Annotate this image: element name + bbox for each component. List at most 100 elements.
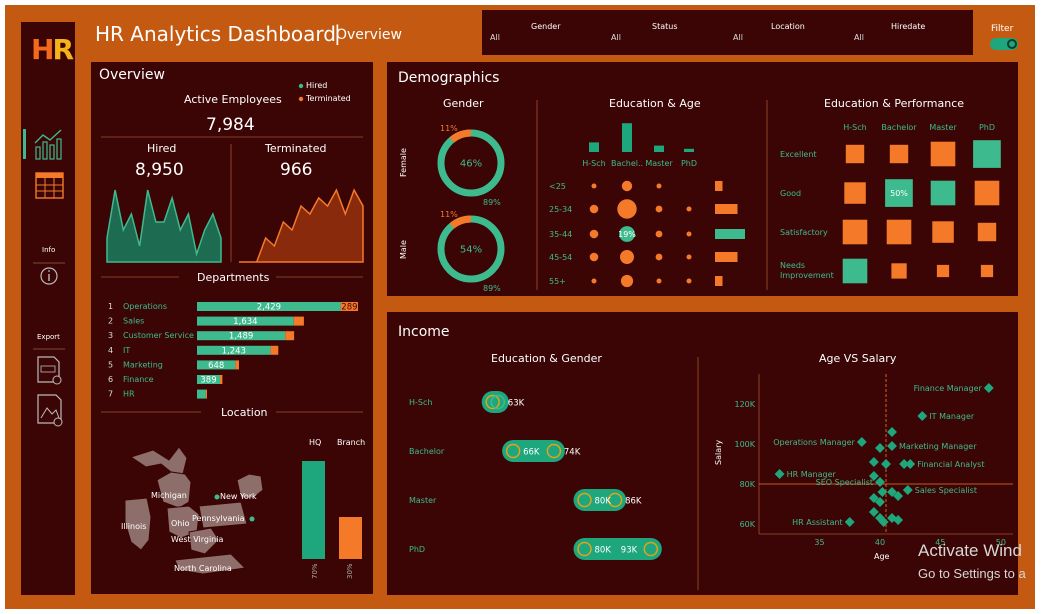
education-age-row-bar bbox=[715, 229, 745, 239]
department-rank: 6 bbox=[108, 375, 113, 384]
department-bar-terminated bbox=[293, 316, 304, 326]
education-performance-square bbox=[980, 264, 994, 278]
age-salary-x-tick: 50 bbox=[996, 538, 1006, 547]
age-salary-point bbox=[881, 459, 891, 469]
location-title: Location bbox=[221, 406, 268, 419]
education-gender-low-label: 66K bbox=[523, 448, 540, 458]
info-icon[interactable] bbox=[40, 267, 58, 285]
gender-ring-terminated-label: 11% bbox=[440, 124, 458, 133]
age-salary-y-tick: 100K bbox=[734, 440, 755, 449]
overview-charts: 1 Operations 2,429 289 2 Sales 1,634 3 Customer … bbox=[101, 136, 364, 575]
activate-windows-watermark: Activate Wind bbox=[918, 541, 1022, 560]
title-divider: | bbox=[334, 21, 341, 45]
dashboard-chart-icon[interactable] bbox=[34, 129, 62, 160]
filter-gender-select[interactable]: All bbox=[490, 33, 500, 42]
education-gender-high-marker bbox=[546, 443, 562, 459]
location-bar-chart bbox=[302, 461, 362, 559]
education-performance-row-label: Excellent bbox=[780, 150, 817, 159]
education-age-column-label: Master bbox=[645, 159, 673, 168]
education-age-row-bar bbox=[715, 181, 723, 191]
hired-value: 8,950 bbox=[135, 160, 184, 180]
demographics-panel: Demographics Gender Education & Age Educ… bbox=[387, 62, 1018, 296]
education-performance-square bbox=[930, 180, 956, 206]
department-name: Customer Service bbox=[123, 331, 194, 340]
age-salary-point bbox=[887, 427, 897, 437]
age-salary-point bbox=[917, 411, 928, 421]
education-performance-square bbox=[977, 222, 997, 242]
departments-bar-chart: 1 Operations 2,429 289 2 Sales 1,634 3 Customer … bbox=[108, 302, 358, 399]
education-age-bubble bbox=[591, 183, 597, 189]
age-salary-point bbox=[899, 459, 910, 469]
department-hired-label: 648 bbox=[208, 361, 224, 371]
department-bar-hired bbox=[197, 360, 236, 370]
info-label: Info bbox=[42, 246, 56, 254]
education-age-highlight-label: 19% bbox=[618, 230, 636, 239]
age-salary-point-label: Financial Analyst bbox=[917, 460, 984, 469]
education-gender-low-marker bbox=[505, 443, 521, 459]
income-charts: H-Sch 63K Bachelor 66K 74K Master 80K 86K PhD 80K… bbox=[409, 357, 1013, 590]
department-bar-hired bbox=[197, 389, 206, 399]
department-rank: 1 bbox=[108, 302, 113, 311]
education-age-row-label: 35-44 bbox=[549, 230, 572, 239]
terminated-label: Terminated bbox=[265, 142, 327, 155]
education-gender-low-marker bbox=[485, 394, 500, 410]
age-salary-point bbox=[902, 485, 913, 495]
education-performance-highlight-label: 50% bbox=[890, 189, 908, 198]
education-performance-square bbox=[891, 263, 907, 279]
education-performance-square bbox=[932, 221, 954, 243]
filter-toggle[interactable] bbox=[990, 38, 1018, 50]
gender-ring-center-label: 46% bbox=[460, 159, 482, 170]
department-hired-label: 1,489 bbox=[229, 332, 253, 342]
education-age-bubble bbox=[589, 229, 599, 239]
legend-hired: Hired bbox=[306, 81, 328, 90]
filter-location-select[interactable]: All bbox=[733, 33, 743, 42]
education-age-column-label: PhD bbox=[681, 159, 697, 168]
location-bar-branch bbox=[339, 517, 362, 559]
table-grid-icon[interactable] bbox=[35, 172, 64, 199]
export-image-icon[interactable] bbox=[37, 394, 63, 427]
gender-ring-terminated bbox=[449, 129, 472, 143]
age-salary-point bbox=[875, 443, 885, 453]
state-label-michigan: Michigan bbox=[151, 491, 187, 500]
location-bar-hq bbox=[302, 461, 325, 559]
department-hired-label: 1,634 bbox=[233, 317, 257, 327]
filter-toggle-label: Filter bbox=[991, 24, 1014, 34]
age-axis-label: Age bbox=[874, 552, 890, 561]
terminated-area-chart bbox=[238, 188, 364, 263]
education-age-bubble bbox=[621, 180, 633, 192]
education-age-column-label: Bachel.. bbox=[611, 159, 643, 168]
overview-title: Overview bbox=[99, 67, 165, 83]
age-salary-point bbox=[878, 517, 889, 527]
filter-location-label: Location bbox=[771, 22, 805, 31]
department-name: Marketing bbox=[123, 360, 163, 369]
education-age-column-bar bbox=[654, 145, 664, 152]
age-salary-y-tick: 60K bbox=[740, 520, 756, 529]
education-age-bubble bbox=[655, 253, 663, 261]
education-age-bubble bbox=[620, 250, 634, 264]
department-bar-terminated bbox=[270, 345, 279, 355]
education-gender-high-label: 86K bbox=[625, 497, 642, 507]
education-performance-square bbox=[973, 140, 1001, 168]
education-gender-low-marker bbox=[577, 541, 592, 557]
age-salary-point-label: SEO Specialist bbox=[816, 478, 873, 487]
gender-ring-hired-label: 89% bbox=[483, 284, 501, 293]
education-performance-row-label: Good bbox=[780, 189, 801, 198]
education-performance-square bbox=[842, 258, 868, 284]
filter-status-select[interactable]: All bbox=[611, 33, 621, 42]
export-pdf-icon[interactable] bbox=[37, 356, 62, 385]
hired-area-chart bbox=[106, 189, 222, 263]
demographics-charts: 46%11%89%54%11%89% H-Sch Bachel.. Master Ph… bbox=[437, 100, 1001, 293]
education-age-bubble bbox=[589, 204, 599, 214]
filter-hiredate-select[interactable]: All bbox=[854, 33, 864, 42]
education-performance-square bbox=[930, 141, 956, 167]
active-employees-value: 7,984 bbox=[206, 115, 255, 135]
education-performance-row-label: Improvement bbox=[780, 271, 834, 280]
education-performance-column-label: PhD bbox=[979, 123, 995, 132]
age-salary-point bbox=[868, 507, 879, 517]
age-salary-point-label: HR Manager bbox=[787, 470, 837, 479]
age-salary-title: Age VS Salary bbox=[819, 352, 897, 365]
hq-label: HQ bbox=[309, 438, 322, 447]
education-performance-square bbox=[844, 182, 866, 204]
education-performance-square bbox=[974, 180, 1000, 206]
age-salary-point bbox=[983, 383, 994, 393]
